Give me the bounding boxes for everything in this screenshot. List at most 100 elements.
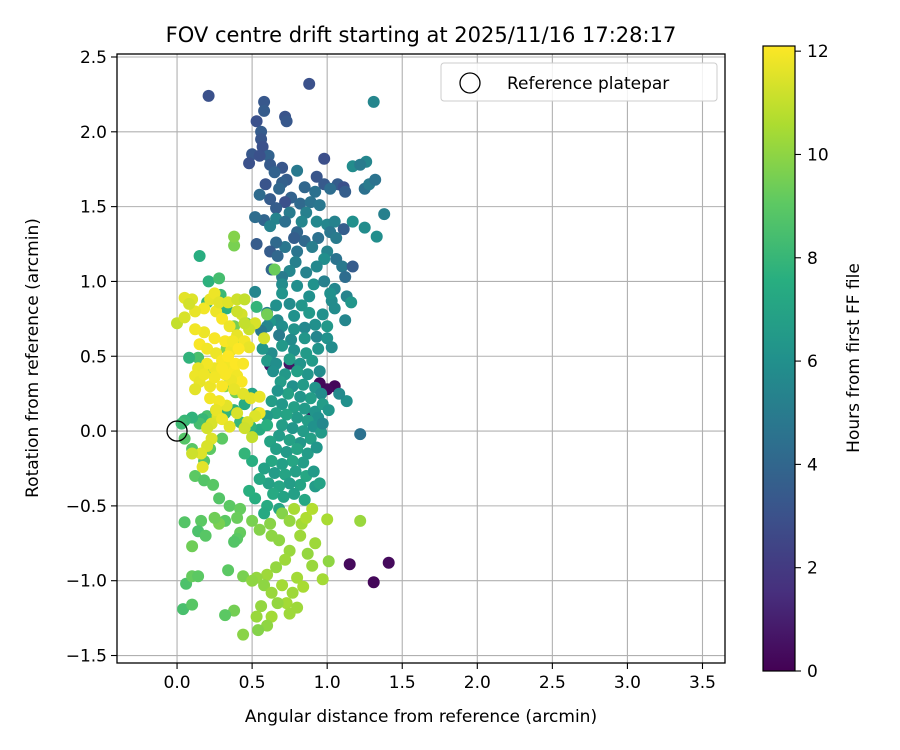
data-point: [283, 544, 296, 557]
data-point: [304, 432, 317, 445]
data-point: [286, 422, 299, 435]
data-point: [202, 89, 215, 102]
data-point: [238, 422, 251, 435]
data-point: [288, 323, 301, 336]
data-point: [303, 77, 316, 90]
data-point: [289, 256, 302, 268]
data-point: [288, 487, 301, 500]
data-point: [298, 332, 311, 345]
data-point: [294, 197, 307, 210]
data-point: [222, 564, 235, 577]
data-point: [189, 383, 202, 396]
data-point: [271, 250, 284, 262]
colorbar-tick-label: 2: [807, 559, 818, 579]
y-tick-label: 2.5: [80, 48, 107, 68]
data-point: [273, 534, 286, 547]
data-point: [345, 296, 358, 309]
data-point: [301, 447, 314, 460]
data-point: [258, 332, 271, 345]
data-point: [261, 419, 274, 432]
data-point: [310, 330, 323, 343]
data-point: [268, 467, 281, 479]
data-point: [286, 455, 299, 467]
x-tick-label: 0.5: [239, 673, 266, 693]
data-point: [322, 555, 335, 568]
data-point: [255, 600, 268, 613]
data-point: [279, 553, 292, 566]
data-point: [238, 317, 251, 330]
data-point: [300, 511, 313, 524]
data-point: [228, 535, 241, 548]
data-point: [256, 342, 269, 355]
data-point: [270, 202, 283, 215]
x-tick-label: 0.0: [164, 673, 191, 693]
data-point: [252, 624, 265, 637]
data-point: [253, 523, 266, 536]
data-point: [232, 342, 245, 355]
data-point: [268, 166, 281, 179]
y-tick-label: −0.5: [66, 497, 107, 517]
colorbar: [762, 45, 796, 672]
data-point: [325, 341, 338, 354]
data-point: [192, 570, 205, 583]
data-point: [195, 514, 208, 527]
data-point: [273, 429, 286, 442]
colorbar-label: Hours from first FF file: [844, 263, 864, 453]
data-point: [249, 285, 262, 298]
data-point: [294, 478, 307, 491]
data-point: [276, 287, 289, 300]
data-point: [186, 598, 199, 611]
data-point: [228, 383, 241, 396]
data-point: [298, 321, 311, 334]
data-point: [346, 215, 359, 228]
data-point: [216, 380, 229, 393]
data-point: [193, 250, 206, 262]
data-point: [283, 514, 296, 527]
data-point: [253, 473, 266, 485]
colorbar-tick-label: 0: [807, 662, 818, 682]
data-point: [358, 221, 371, 234]
scatter-points: [171, 77, 395, 641]
data-point: [258, 507, 271, 520]
data-point: [324, 182, 337, 195]
data-point: [231, 511, 244, 524]
data-point: [328, 215, 341, 228]
colorbar-tick-label: 6: [807, 352, 818, 372]
colorbar-tick-label: 4: [807, 455, 818, 475]
data-point: [195, 447, 208, 460]
data-point: [339, 314, 352, 327]
data-point: [264, 193, 277, 206]
x-axis-ticks: 0.0 0.5 1.0 1.5 2.0 2.5 3.0 3.5: [164, 663, 716, 693]
data-point: [313, 365, 326, 378]
data-point: [309, 185, 322, 198]
x-tick-label: 1.0: [314, 673, 341, 693]
data-point: [196, 461, 209, 473]
data-point: [297, 378, 310, 391]
data-point: [354, 514, 367, 527]
data-point: [288, 344, 301, 357]
data-point: [318, 275, 331, 288]
data-point: [313, 199, 326, 212]
data-point: [201, 357, 214, 370]
data-point: [237, 357, 250, 370]
data-point: [328, 302, 341, 315]
data-point: [289, 465, 302, 478]
data-point: [261, 568, 274, 581]
data-point: [177, 603, 190, 616]
data-point: [279, 468, 292, 481]
data-point: [216, 362, 229, 375]
data-point: [307, 465, 320, 478]
data-point: [294, 529, 307, 542]
grid-lines: [117, 54, 725, 663]
data-point: [238, 447, 251, 460]
data-point: [246, 431, 259, 444]
y-tick-label: 0.5: [80, 347, 107, 367]
data-point: [175, 417, 188, 430]
data-point: [213, 296, 226, 309]
data-point: [283, 353, 296, 366]
data-point: [186, 540, 199, 553]
data-point: [276, 398, 289, 411]
data-point: [223, 420, 236, 433]
data-point: [246, 574, 259, 587]
data-point: [237, 570, 250, 583]
